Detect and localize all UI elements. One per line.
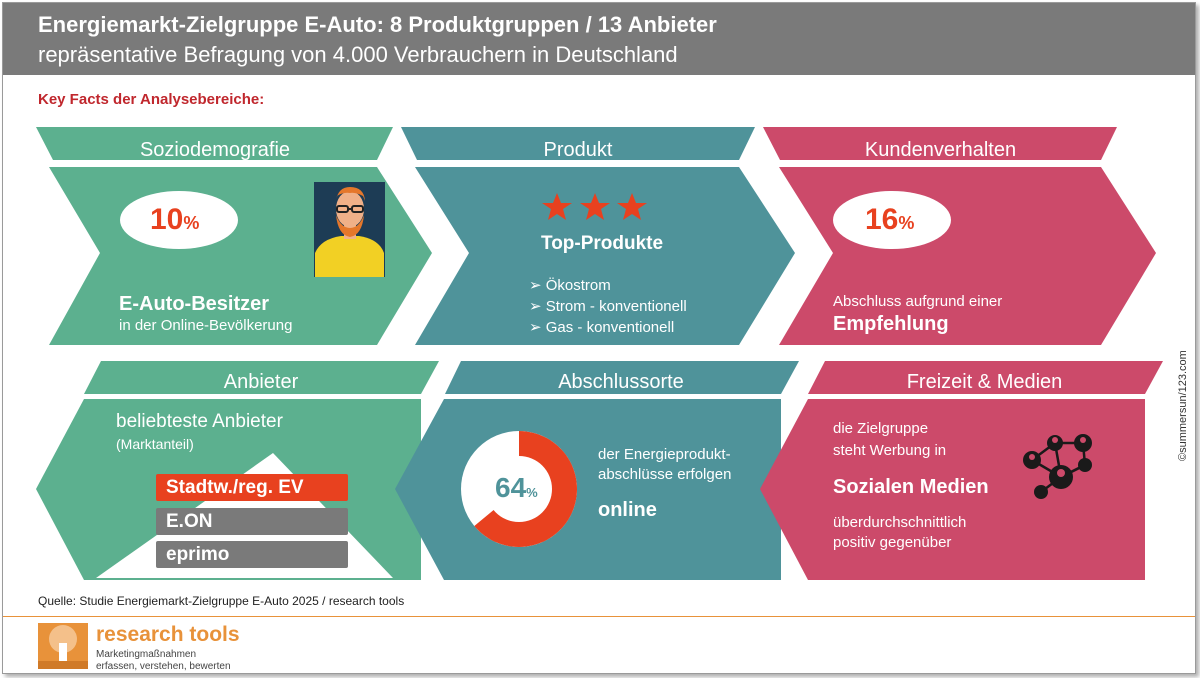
text-freizeit-1: die Zielgruppe [833,420,929,437]
title-anbieter: Anbieter [223,371,299,393]
page-subtitle: repräsentative Befragung von 4.000 Verbr… [38,42,678,67]
subline-anbieter: (Marktanteil) [116,436,194,452]
produkt-item: ➢ Gas - konventionell [529,319,675,336]
body-abschlussorte [395,399,781,580]
person-avatar-icon [314,182,385,277]
bullet-arrow-icon: ➢ [529,277,542,294]
value-soziodemografie: 10% [150,203,200,236]
value-oval-kundenverhalten [833,191,951,249]
star-icon [542,193,572,220]
band-abschlussorte [445,361,799,394]
star-icon [617,193,647,220]
band-freizeit [808,361,1163,394]
title-abschlussorte: Abschlussorte [558,371,684,393]
headline-freizeit: Sozialen Medien [833,476,989,498]
bullet-arrow-icon: ➢ [529,298,542,315]
text-freizeit-2: steht Werbung in [833,442,947,459]
text-freizeit-4: positiv gegenüber [833,534,952,551]
copyright-note: ©summersun/123.com [1177,350,1189,461]
rating-stars [542,193,647,220]
page-title: Energiemarkt-Zielgruppe E-Auto: 8 Produk… [38,12,717,37]
star-icon [580,193,610,220]
headline-kundenverhalten: Empfehlung [833,313,949,335]
brand-tagline-2: erfassen, verstehen, bewerten [96,661,231,672]
text-soziodemografie: in der Online-Bevölkerung [119,317,293,334]
brand-name: research tools [96,623,240,646]
produkt-list: ➢ Ökostrom ➢ Strom - konventionell ➢ Gas… [529,275,687,338]
title-kundenverhalten: Kundenverhalten [864,139,1017,161]
produkt-item: ➢ Ökostrom [529,277,611,294]
online-donut-chart [461,431,578,547]
source-note: Quelle: Studie Energiemarkt-Zielgruppe E… [38,594,405,608]
footer-divider [3,616,1195,617]
tree-logo-icon [38,623,88,669]
text-freizeit-3: überdurchschnittlich [833,514,967,531]
headline-abschlussorte: online [598,499,657,521]
panel-shapes [36,127,1163,669]
social-network-icon [1023,434,1092,499]
produkt-item: ➢ Strom - konventionell [529,298,687,315]
ranking-item-3: eprimo [156,541,348,568]
title-produkt: Produkt [543,139,613,161]
ranking-item-2: E.ON [156,508,348,535]
header-bar: Energiemarkt-Zielgruppe E-Auto: 8 Produk… [3,3,1195,75]
body-produkt [415,167,795,345]
band-anbieter [84,361,439,394]
key-facts-heading: Key Facts der Analysebereiche: [38,91,265,108]
ranking-item-1: Stadtw./reg. EV [156,474,348,501]
value-abschlussorte: 64% [495,472,538,503]
text-abschlussorte-1: der Energieprodukt- [598,446,731,463]
headline-produkt: Top-Produkte [541,233,664,254]
value-kundenverhalten: 16% [865,203,915,236]
band-soziodemografie [36,127,393,160]
headline-soziodemografie: E-Auto-Besitzer [119,293,270,315]
text-kundenverhalten: Abschluss aufgrund einer [833,293,1003,310]
band-produkt [401,127,755,160]
title-freizeit: Freizeit & Medien [906,371,1063,393]
text-abschlussorte-2: abschlüsse erfolgen [598,466,732,483]
brand-tagline-1: Marketingmaßnahmen [96,649,197,660]
band-kundenverhalten [763,127,1117,160]
headline-anbieter: beliebteste Anbieter [116,411,283,432]
bullet-arrow-icon: ➢ [529,319,542,336]
value-oval-soziodemografie [120,191,238,249]
title-soziodemografie: Soziodemografie [139,139,291,161]
